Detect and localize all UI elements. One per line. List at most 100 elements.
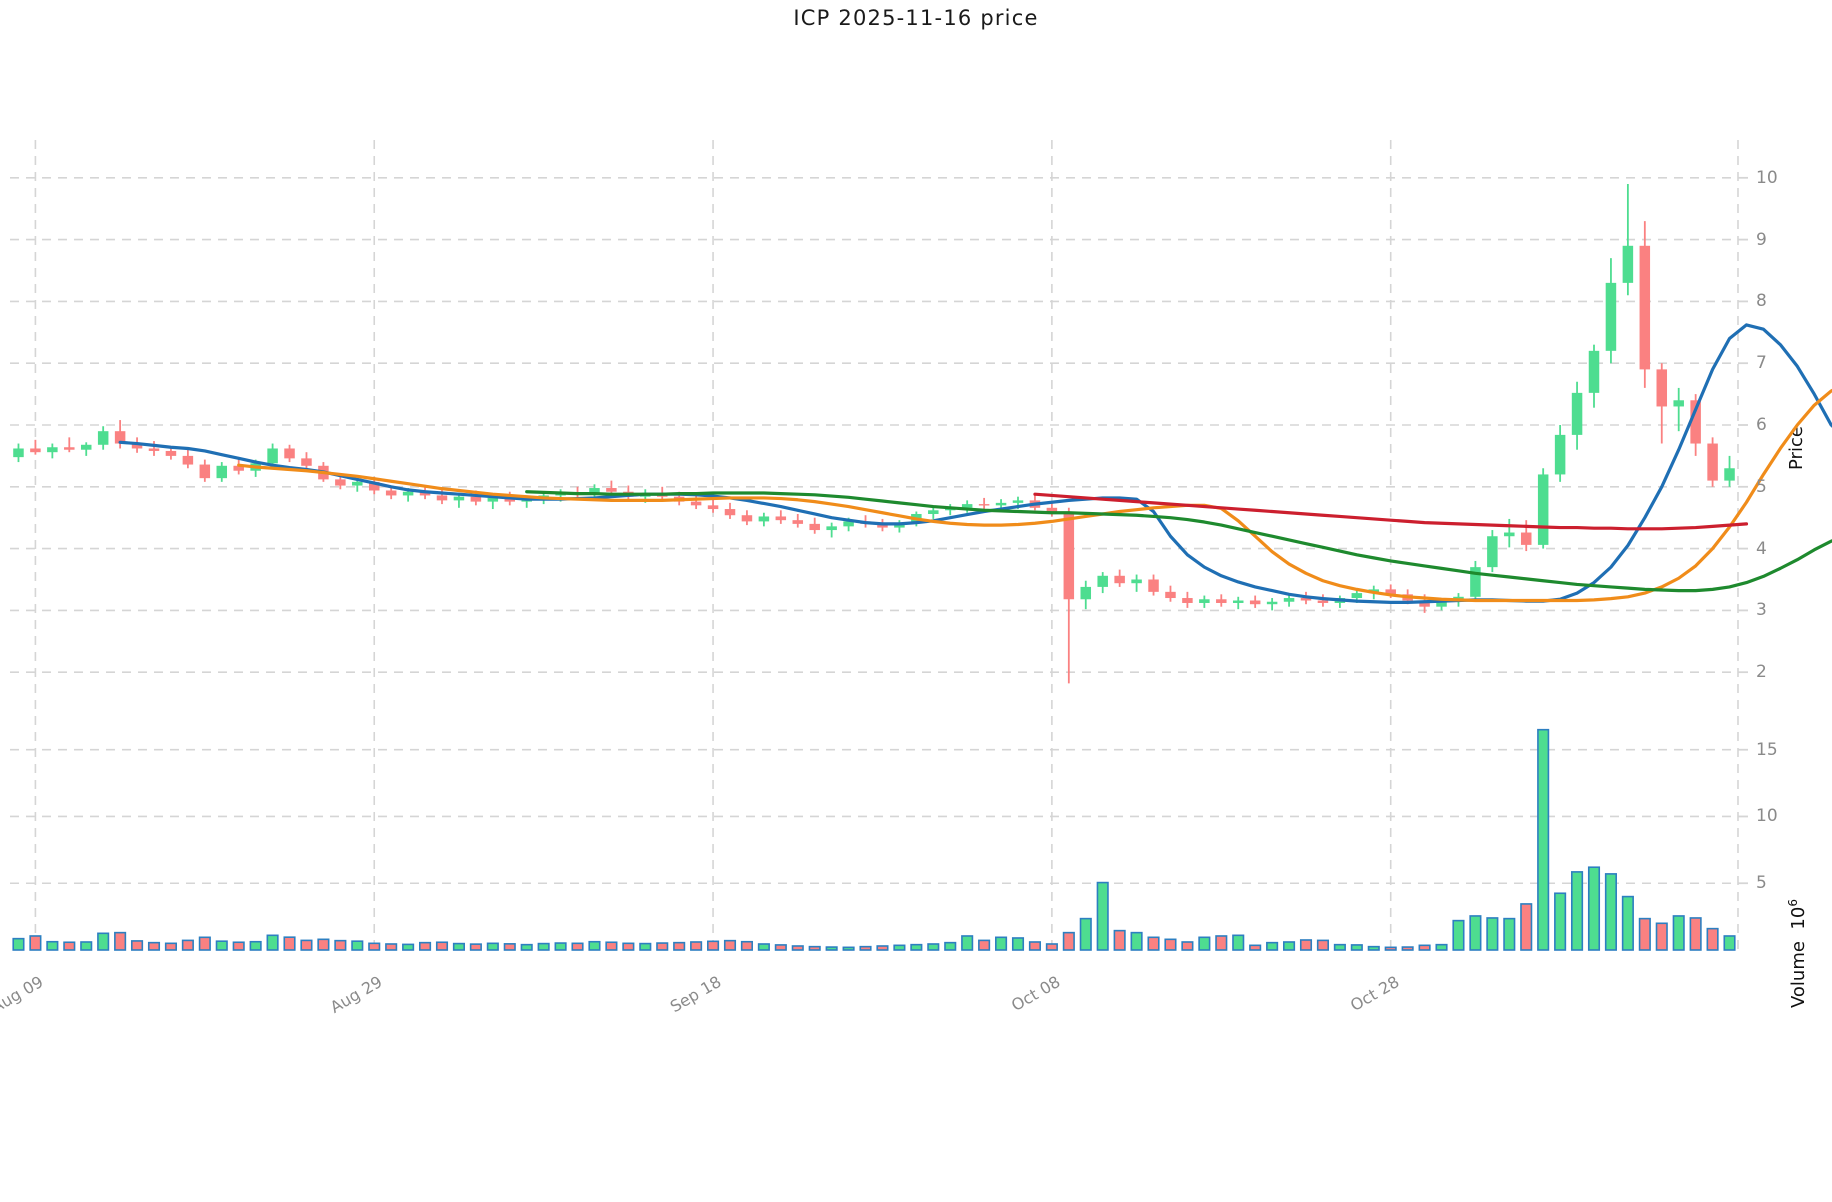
volume-bar	[300, 939, 313, 951]
candle-body	[1707, 443, 1718, 481]
volume-bar	[1164, 938, 1177, 951]
volume-bar	[452, 942, 465, 951]
volume-bar	[131, 940, 144, 951]
volume-bar	[1689, 917, 1702, 951]
candle-body	[114, 431, 126, 444]
price-tick-label: 7	[1756, 353, 1767, 374]
volume-bar	[673, 941, 686, 951]
volume-bar	[1011, 937, 1025, 951]
volume-bar	[554, 942, 567, 951]
volume-bar	[707, 940, 720, 951]
volume-bar	[1028, 941, 1041, 951]
candle-body	[843, 521, 854, 527]
price-tick-label: 4	[1756, 538, 1767, 559]
volume-bar	[486, 942, 499, 951]
volume-bar	[1418, 944, 1431, 951]
volume-bar	[622, 942, 635, 951]
volume-bar	[1215, 935, 1228, 951]
candle-body	[97, 431, 109, 445]
candle-body	[131, 443, 143, 449]
candle-body	[1216, 599, 1227, 603]
volume-bar	[876, 945, 889, 951]
candle-body	[1012, 500, 1024, 503]
candle-body	[1300, 598, 1312, 601]
volume-bar	[164, 942, 177, 951]
candle-body	[1199, 599, 1210, 603]
candle-body	[165, 450, 177, 456]
volume-bar	[1350, 944, 1363, 951]
volume-bar	[1198, 936, 1211, 951]
candle-body	[1182, 598, 1193, 603]
volume-bar	[1486, 917, 1499, 951]
candle-body	[335, 479, 346, 486]
volume-bar	[1232, 934, 1245, 951]
volume-bar	[80, 941, 93, 951]
volume-bar	[537, 942, 550, 951]
volume-bar	[1367, 945, 1380, 951]
volume-bar	[588, 940, 601, 951]
candle-body	[1605, 282, 1617, 351]
volume-bar	[1604, 873, 1617, 951]
volume-bar	[1147, 936, 1160, 951]
candle-body	[1419, 600, 1430, 607]
volume-bar	[1452, 919, 1465, 951]
volume-bar	[1655, 922, 1668, 951]
volume-bar	[520, 943, 533, 951]
volume-bar	[469, 943, 482, 951]
volume-bar	[1537, 728, 1550, 951]
volume-bar	[690, 941, 703, 951]
candle-body	[741, 515, 753, 522]
candle-body	[724, 509, 736, 516]
candlestick-series	[13, 183, 1735, 684]
candle-body	[504, 497, 516, 502]
volume-bar	[1384, 946, 1397, 951]
volume-bar	[181, 939, 194, 951]
candle-body	[1080, 586, 1092, 600]
volume-bar	[605, 941, 618, 951]
candle-body	[758, 516, 770, 522]
candle-body	[1622, 245, 1634, 283]
candle-body	[928, 510, 939, 514]
volume-bar	[1079, 917, 1092, 951]
candle-body	[1148, 579, 1159, 592]
price-tick-label: 3	[1756, 600, 1767, 621]
volume-bar	[334, 939, 347, 951]
volume-bar	[1096, 881, 1109, 951]
volume-bar	[978, 939, 991, 951]
candle-body	[995, 502, 1007, 506]
candle-body	[792, 520, 804, 524]
candle-body	[216, 465, 228, 479]
price-tick-label: 10	[1756, 167, 1778, 188]
volume-bar	[1249, 944, 1262, 951]
candle-body	[1554, 434, 1566, 475]
volume-bar	[1045, 943, 1058, 951]
volume-bar	[1181, 941, 1194, 951]
candle-body	[47, 447, 58, 453]
candle-body	[301, 458, 312, 466]
candle-body	[385, 490, 397, 496]
volume-bar	[757, 943, 770, 951]
volume-bar	[114, 931, 127, 951]
candle-body	[877, 523, 888, 528]
candle-body	[1165, 591, 1176, 599]
volume-bar	[791, 945, 804, 951]
volume-bar	[571, 942, 584, 951]
candle-body	[1249, 600, 1261, 605]
candle-body	[1639, 245, 1651, 370]
volume-bar	[283, 936, 296, 951]
volume-bar	[1266, 941, 1279, 951]
candle-body	[352, 481, 363, 486]
candle-body	[453, 496, 465, 501]
candle-body	[233, 465, 244, 471]
chart-title: ICP 2025-11-16 price	[793, 6, 1039, 30]
volume-bar	[1113, 929, 1126, 951]
candle-body	[64, 447, 75, 450]
volume-bar	[351, 940, 364, 951]
volume-bar	[1316, 939, 1329, 951]
volume-bar	[1130, 931, 1143, 951]
candle-body	[1266, 601, 1278, 605]
candle-body	[1656, 369, 1668, 407]
volume-bar	[1587, 866, 1601, 951]
candle-body	[1131, 579, 1142, 584]
candle-body	[1571, 392, 1583, 435]
